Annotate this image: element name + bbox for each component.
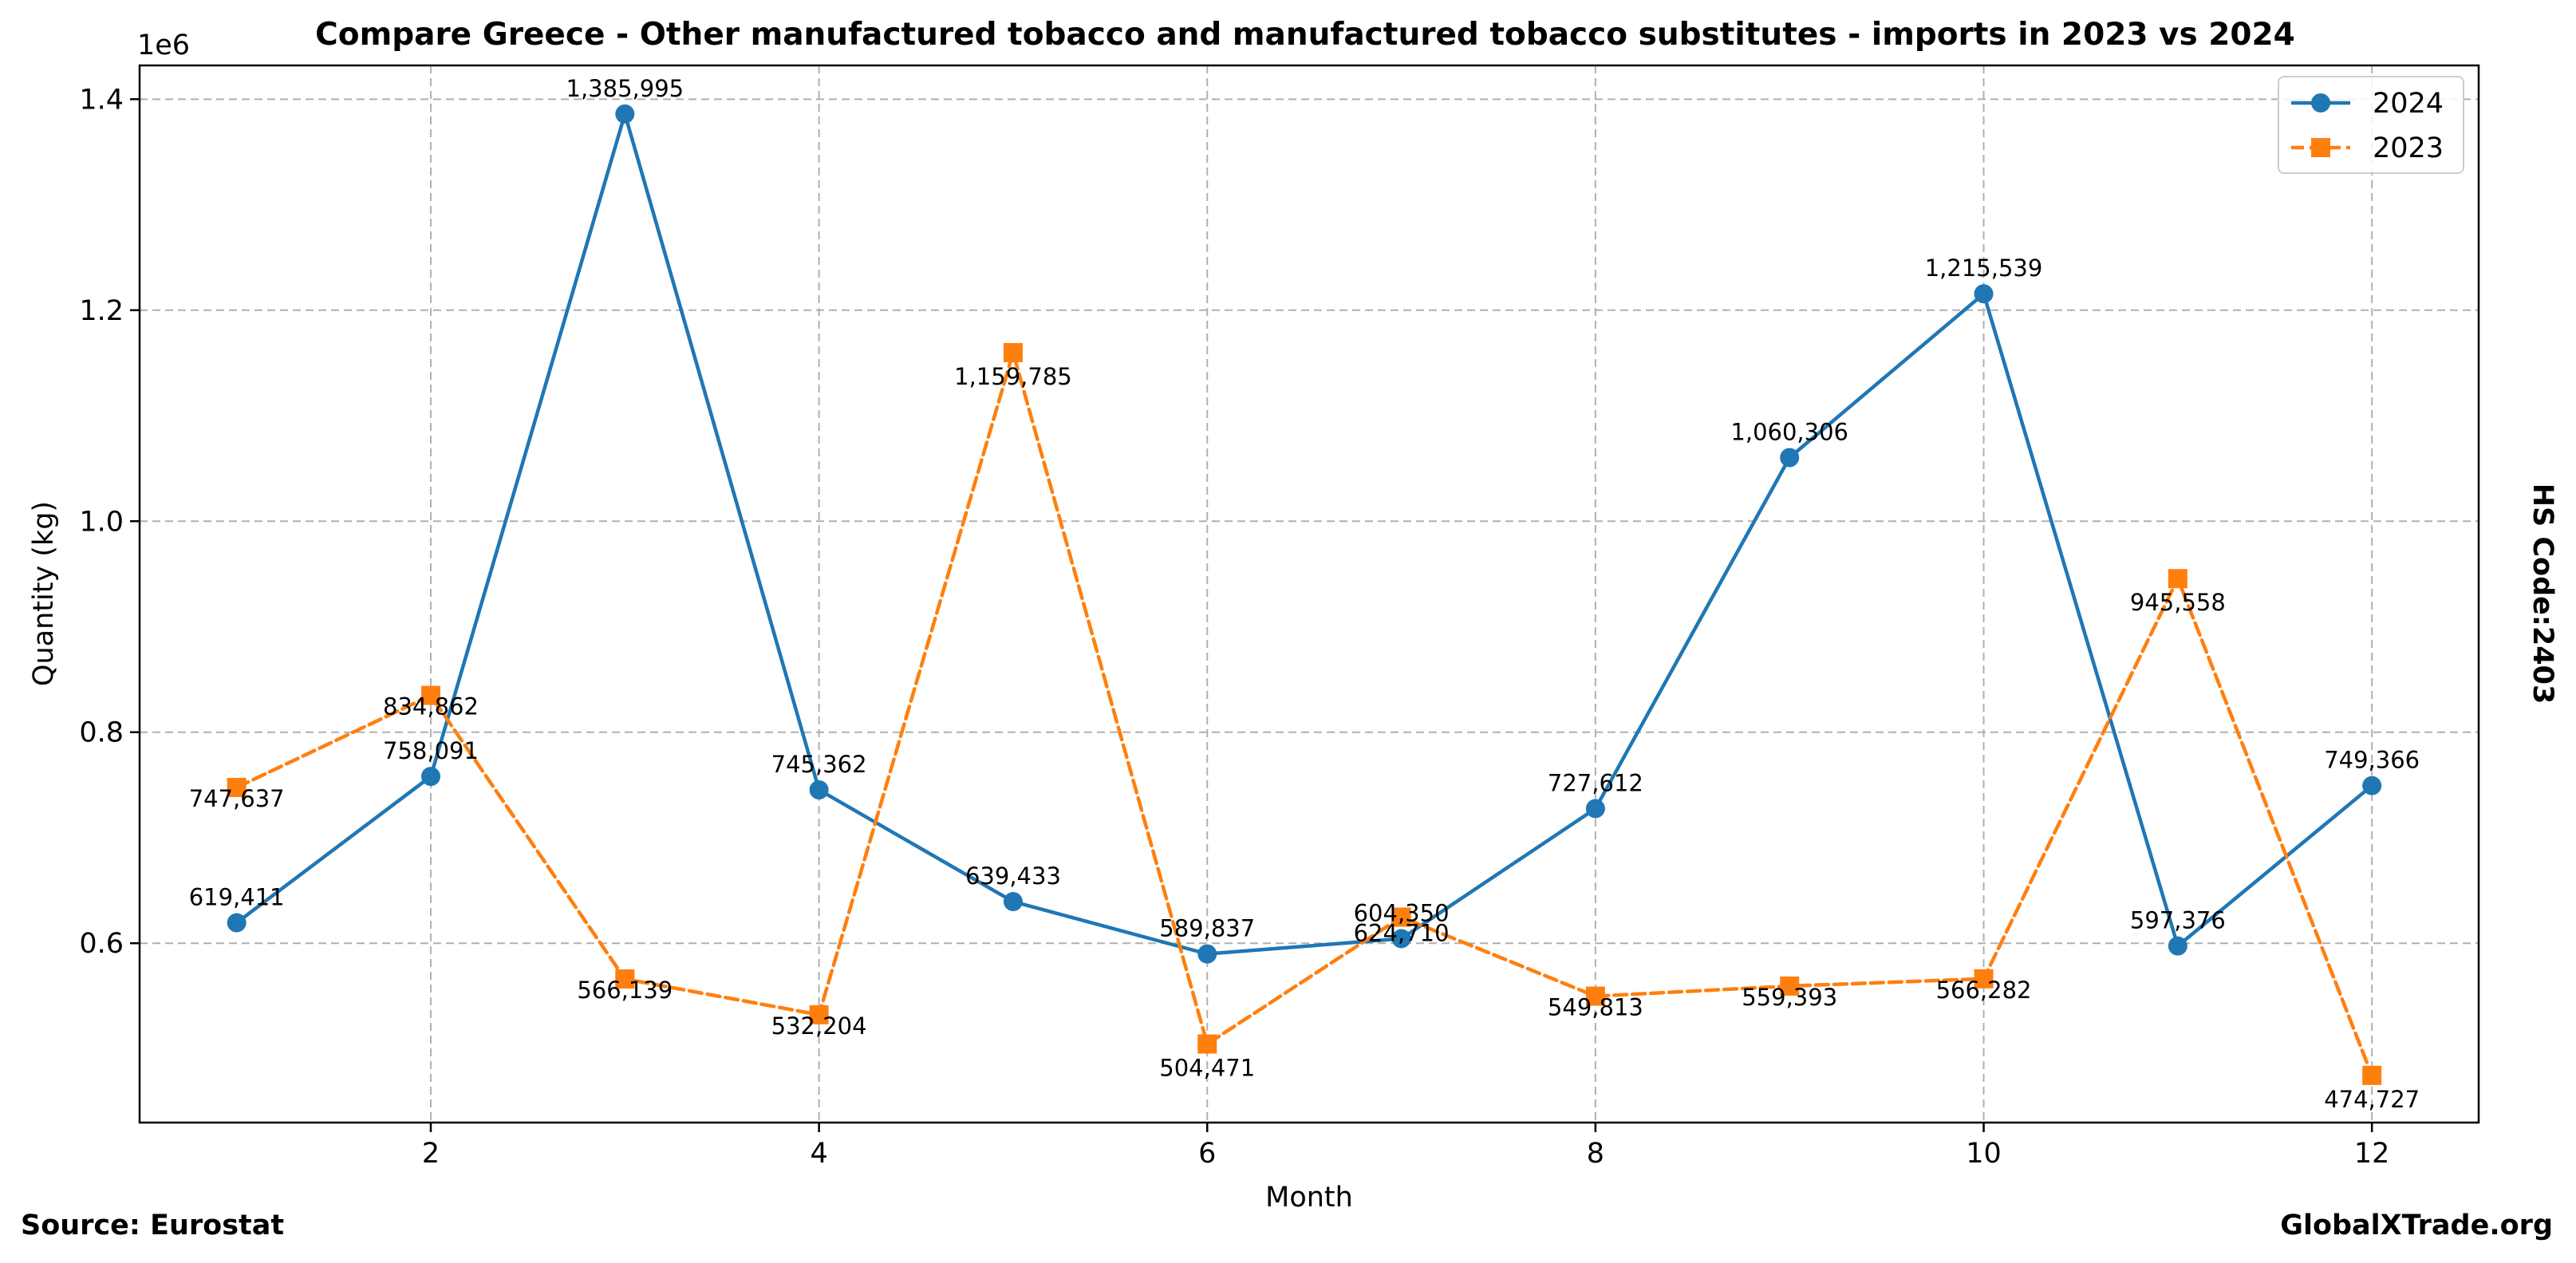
x-tick-label: 2 bbox=[422, 1138, 440, 1170]
y-tick-label: 1.2 bbox=[79, 295, 124, 327]
data-label: 758,091 bbox=[383, 737, 479, 764]
data-point bbox=[1780, 976, 1800, 996]
legend: 2024 2023 bbox=[2278, 76, 2464, 174]
legend-label: 2023 bbox=[2373, 132, 2444, 164]
data-label: 749,366 bbox=[2324, 747, 2420, 774]
y-tick-label: 1.0 bbox=[79, 506, 124, 538]
hs-code-label: HS Code:2403 bbox=[2527, 483, 2558, 705]
legend-item-2024: 2024 bbox=[2291, 88, 2444, 120]
legend-marker bbox=[2311, 93, 2330, 112]
data-point bbox=[2362, 776, 2382, 795]
series-2023 bbox=[227, 342, 2382, 1085]
data-point bbox=[1780, 448, 1800, 468]
data-label: 589,837 bbox=[1159, 915, 1255, 942]
data-point bbox=[615, 104, 635, 124]
x-tick-label: 6 bbox=[1198, 1138, 1216, 1170]
data-label: 1,159,785 bbox=[954, 363, 1072, 390]
data-point bbox=[2362, 1065, 2382, 1085]
data-label: 559,393 bbox=[1742, 984, 1837, 1011]
grid bbox=[140, 65, 2479, 1123]
data-point bbox=[1391, 929, 1411, 949]
data-label: 597,376 bbox=[2130, 907, 2226, 934]
data-point bbox=[1197, 944, 1217, 964]
legend-marker bbox=[2311, 138, 2330, 157]
series-line-2024 bbox=[235, 112, 2374, 956]
legend-label: 2024 bbox=[2373, 88, 2444, 120]
data-point bbox=[1003, 892, 1023, 912]
data-point bbox=[2168, 569, 2187, 589]
y-tick-label: 0.6 bbox=[79, 928, 124, 960]
plot-frame bbox=[138, 64, 2480, 1124]
data-label: 1,215,539 bbox=[1925, 255, 2043, 282]
data-point bbox=[227, 913, 247, 933]
data-label: 624,710 bbox=[1354, 920, 1450, 947]
series-layer bbox=[227, 104, 2382, 1085]
source-label: Source: Eurostat bbox=[21, 1210, 284, 1241]
data-point bbox=[1391, 907, 1411, 927]
data-point bbox=[420, 767, 440, 787]
data-point bbox=[1585, 986, 1605, 1006]
brand-label: GlobalXTrade.org bbox=[2280, 1210, 2553, 1241]
data-point bbox=[227, 777, 247, 797]
x-tick-label: 12 bbox=[2354, 1138, 2390, 1170]
data-label: 474,727 bbox=[2324, 1086, 2420, 1113]
x-tick-label: 10 bbox=[1966, 1138, 2002, 1170]
data-point bbox=[1197, 1034, 1217, 1054]
data-label: 604,350 bbox=[1354, 899, 1450, 926]
data-point bbox=[1585, 799, 1605, 819]
data-label: 727,612 bbox=[1548, 769, 1643, 796]
data-label: 747,637 bbox=[189, 785, 285, 812]
data-point bbox=[2168, 936, 2187, 956]
data-point bbox=[809, 780, 829, 799]
data-label: 1,385,995 bbox=[566, 75, 684, 102]
data-point bbox=[1003, 342, 1023, 362]
y-axis-label: Quantity (kg) bbox=[28, 501, 60, 686]
data-point bbox=[1974, 969, 1994, 989]
data-label: 566,282 bbox=[1936, 977, 2032, 1004]
y-tick-label: 1.4 bbox=[79, 84, 124, 116]
y-scale-note: 1e6 bbox=[137, 30, 190, 61]
data-label: 504,471 bbox=[1159, 1055, 1255, 1082]
x-tick-label: 4 bbox=[810, 1138, 827, 1170]
x-axis-label: Month bbox=[1265, 1182, 1353, 1214]
data-label: 532,204 bbox=[771, 1012, 867, 1040]
data-label: 745,362 bbox=[771, 751, 867, 778]
data-point bbox=[1974, 284, 1994, 304]
y-tick-label: 0.8 bbox=[79, 717, 124, 749]
series-line-2023 bbox=[235, 350, 2374, 1078]
data-point bbox=[420, 685, 440, 705]
data-point bbox=[615, 969, 635, 989]
data-label: 566,139 bbox=[577, 977, 673, 1004]
data-label: 1,060,306 bbox=[1730, 419, 1848, 446]
axis-ticks: 2 4 6 8 10 12 0.6 0.8 1.0 1.2 1.4 bbox=[79, 84, 2389, 1170]
data-labels: 619,411 758,091 1,385,995 745,362 639,433 589… bbox=[189, 75, 2420, 1113]
x-tick-label: 8 bbox=[1587, 1138, 1604, 1170]
legend-item-2023: 2023 bbox=[2291, 132, 2444, 164]
data-label: 619,411 bbox=[189, 884, 285, 911]
data-label: 639,433 bbox=[965, 862, 1061, 890]
data-label: 549,813 bbox=[1548, 994, 1643, 1021]
data-label: 945,558 bbox=[2130, 589, 2226, 616]
series-2024 bbox=[227, 104, 2382, 964]
data-point bbox=[809, 1004, 829, 1024]
data-label: 834,862 bbox=[383, 693, 479, 720]
chart-title: Compare Greece - Other manufactured toba… bbox=[315, 17, 2295, 53]
